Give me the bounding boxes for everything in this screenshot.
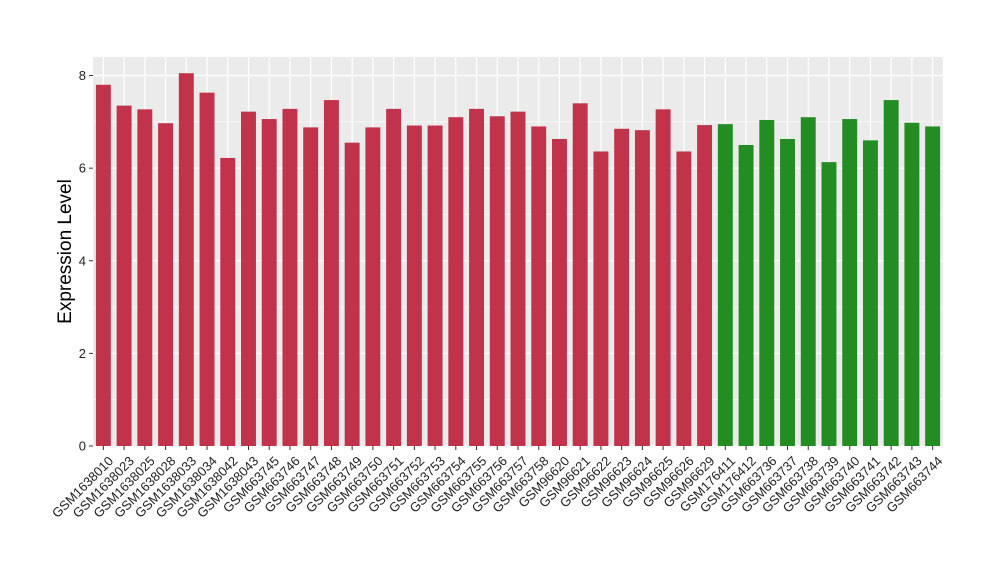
bar-GSM96621 [572,103,588,446]
bar-GSM663737 [780,138,795,446]
bar-GSM663747 [303,127,319,446]
bar-GSM1638033 [178,73,194,447]
bar-GSM663749 [344,142,360,447]
bar-GSM663739 [821,162,837,446]
bar-GSM663740 [842,119,858,447]
bars [95,73,941,447]
bar-GSM663758 [531,126,547,447]
bar-GSM96624 [634,130,650,447]
bar-GSM663738 [800,117,816,446]
bar-GSM1638028 [158,123,174,446]
bar-GSM96622 [593,151,609,446]
bar-GSM1638043 [241,111,256,447]
bar-GSM176411 [717,124,733,447]
bar-GSM663750 [365,127,381,446]
bar-GSM663743 [904,122,920,446]
bar-GSM663757 [510,111,526,447]
bar-GSM663755 [469,108,484,447]
bar-GSM663753 [427,125,443,446]
bar-GSM663741 [862,140,878,447]
bar-GSM663756 [489,116,505,446]
bar-GSM663736 [759,119,775,446]
y-tick-label: 4 [79,253,86,268]
bar-GSM663754 [448,117,464,446]
bar-GSM96629 [697,125,713,446]
bar-GSM176412 [738,144,754,447]
y-axis: 0 2 4 6 8 [79,68,93,454]
bar-GSM663746 [282,108,298,447]
bar-GSM96623 [614,128,630,446]
bar-GSM663752 [406,125,422,446]
bar-GSM96620 [552,138,567,446]
x-axis: GSM1638010GSM1638023GSM1638025GSM1638028… [49,446,946,521]
bar-GSM96626 [676,151,692,446]
bar-GSM1638042 [220,157,236,446]
bar-GSM663742 [883,100,899,446]
bar-GSM663751 [386,108,402,447]
y-tick-label: 2 [79,346,86,361]
bar-GSM1638034 [199,92,215,446]
bar-GSM1638023 [116,105,132,446]
y-tick-label: 0 [79,439,86,454]
y-tick-label: 6 [79,161,86,176]
bar-GSM96625 [655,109,671,446]
bar-GSM1638010 [95,84,111,446]
bar-GSM663745 [261,119,277,447]
bar-GSM663744 [925,126,941,447]
y-axis-label: Expression Level [55,179,76,324]
y-tick-label: 8 [79,68,86,83]
bar-GSM663748 [323,100,339,446]
bar-GSM1638025 [137,109,153,446]
